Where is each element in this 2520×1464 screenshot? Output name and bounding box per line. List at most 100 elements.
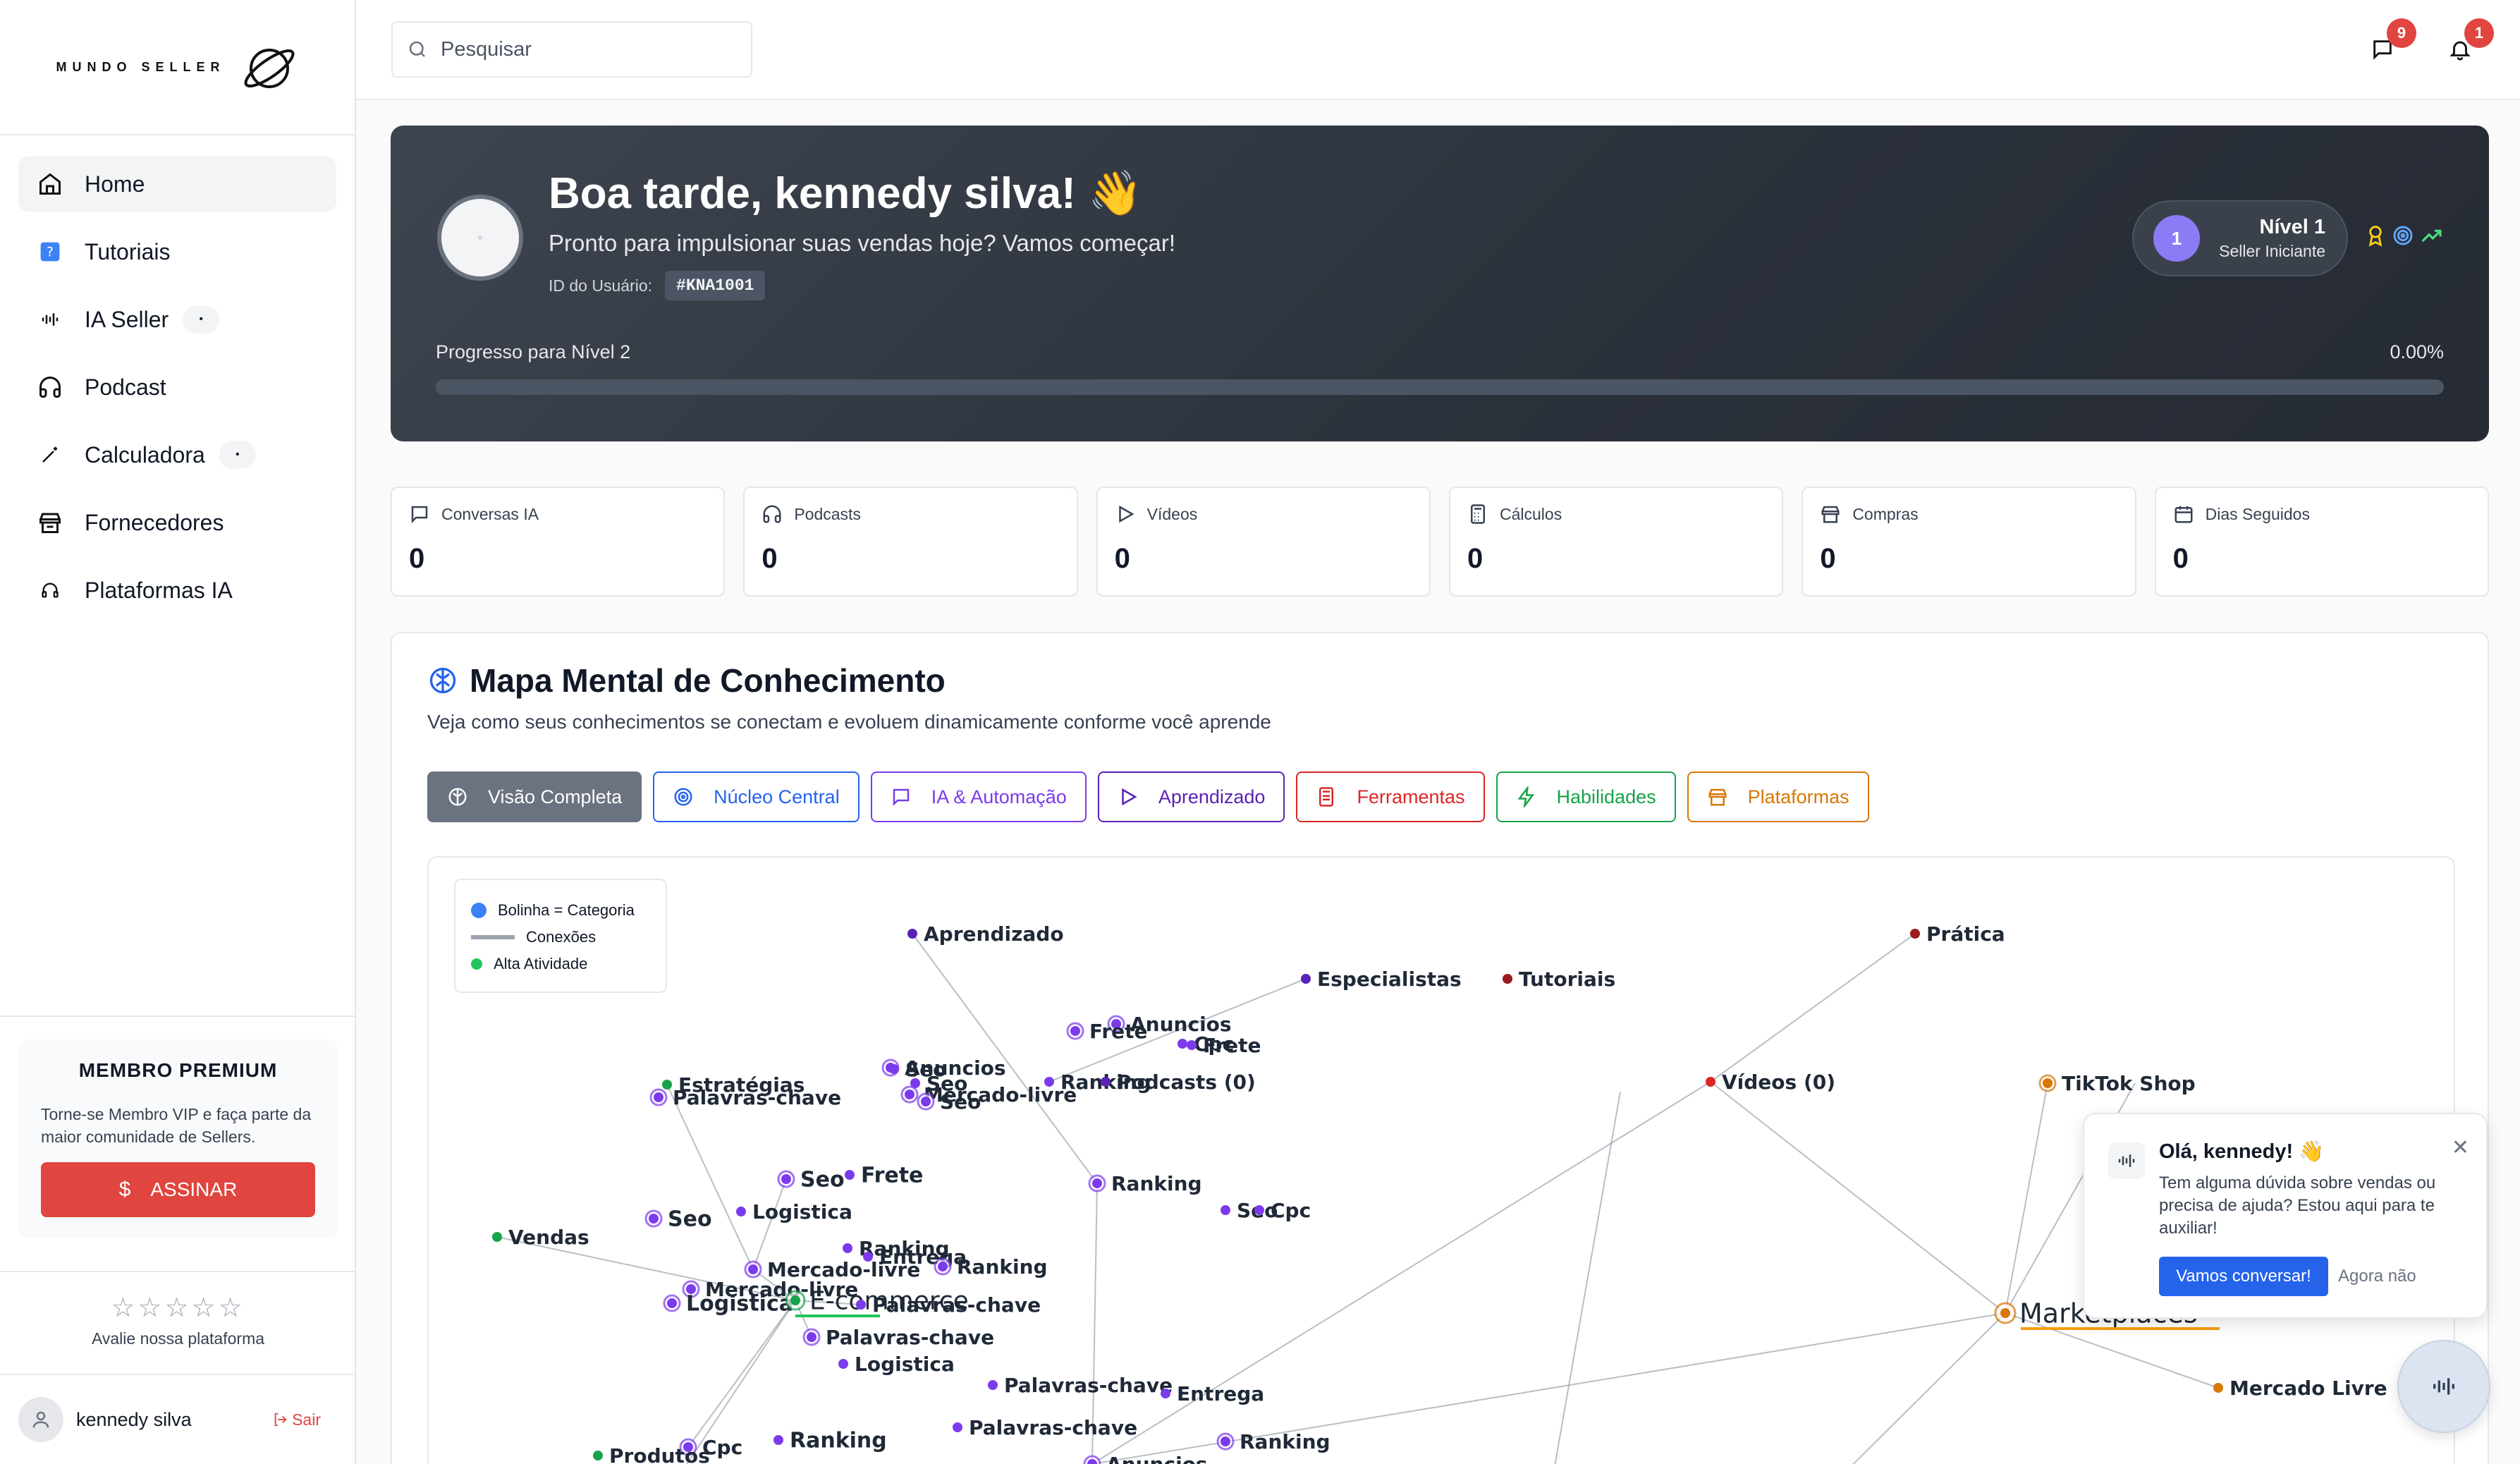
- graph-node[interactable]: Palavras-chave: [988, 1374, 1173, 1397]
- graph-node[interactable]: Seo: [889, 1058, 946, 1081]
- graph-node[interactable]: Frete: [1066, 1020, 1148, 1043]
- headset-icon: [35, 575, 65, 605]
- stat-card-podcasts[interactable]: Podcasts 0: [743, 487, 1078, 597]
- messages-button[interactable]: 9: [2366, 18, 2416, 66]
- graph-node[interactable]: Logistica: [663, 1292, 793, 1317]
- graph-node[interactable]: Anuncios: [1107, 1013, 1232, 1036]
- close-icon[interactable]: ✕: [2451, 1136, 2469, 1159]
- graph-node[interactable]: Ranking: [843, 1237, 950, 1260]
- node-label: Ranking: [790, 1429, 887, 1453]
- filter-habilidades[interactable]: Habilidades: [1496, 771, 1676, 822]
- sidebar-item-fornecedores[interactable]: Fornecedores: [18, 495, 336, 550]
- graph-node[interactable]: Cpc: [1254, 1199, 1311, 1222]
- sidebar-item-plataformas-ia[interactable]: Plataformas IA: [18, 563, 336, 618]
- node-label: Podcasts (0): [1117, 1070, 1256, 1094]
- graph-node[interactable]: Entrega: [1161, 1382, 1264, 1405]
- graph-node[interactable]: Produtos: [593, 1444, 710, 1464]
- graph-node[interactable]: Mercado Livre: [2213, 1377, 2387, 1400]
- node-label: Logistica: [686, 1292, 793, 1317]
- graph-node[interactable]: Palavras-chave: [953, 1416, 1137, 1439]
- graph-node[interactable]: Mercado-livre: [900, 1083, 1077, 1106]
- node-label: E-commerce: [809, 1287, 969, 1316]
- hero-avatar[interactable]: [437, 195, 523, 281]
- graph-node[interactable]: Palavras-chave: [802, 1326, 994, 1349]
- graph-node[interactable]: Mercado-livre: [682, 1278, 858, 1301]
- notifications-button[interactable]: 1: [2443, 18, 2494, 66]
- graph-node[interactable]: Ranking: [773, 1429, 887, 1453]
- stat-card-videos[interactable]: Vídeos 0: [1096, 487, 1431, 597]
- graph-node[interactable]: Entrega: [863, 1245, 967, 1269]
- filter-nucleo-central[interactable]: Núcleo Central: [653, 771, 860, 822]
- stat-value: 0: [409, 543, 425, 574]
- sidebar-item-tutoriais[interactable]: ? Tutoriais: [18, 224, 336, 279]
- dismiss-link[interactable]: Agora não: [2338, 1267, 2416, 1286]
- graph-node[interactable]: Ranking: [934, 1255, 1048, 1279]
- graph-node[interactable]: Aprendizado: [907, 922, 1064, 946]
- search-input[interactable]: [441, 37, 723, 61]
- graph-node[interactable]: Frete: [1187, 1034, 1261, 1057]
- waveform-icon: [2118, 1154, 2135, 1167]
- sidebar-item-podcast[interactable]: Podcast: [18, 360, 336, 415]
- filter-ia-automacao[interactable]: IA & Automação: [870, 771, 1087, 822]
- graph-node[interactable]: Seo: [910, 1072, 967, 1095]
- filter-label: IA & Automação: [931, 786, 1067, 807]
- filter-aprendizado[interactable]: Aprendizado: [1097, 771, 1285, 822]
- graph-node[interactable]: Seo: [917, 1090, 981, 1114]
- user-icon: [32, 1411, 49, 1428]
- graph-node[interactable]: Cpc: [1178, 1032, 1234, 1056]
- graph-node[interactable]: Especialistas: [1301, 968, 1462, 991]
- graph-node[interactable]: Ranking: [1216, 1430, 1331, 1453]
- node-dot: [910, 1078, 920, 1088]
- graph-node[interactable]: Podcasts (0): [1101, 1070, 1256, 1094]
- graph-node[interactable]: Logistica: [838, 1353, 955, 1376]
- user-id-label: ID do Usuário:: [549, 276, 653, 295]
- graph-node[interactable]: Vídeos (0): [1706, 1070, 1835, 1094]
- sidebar-item-calculadora[interactable]: Calculadora •: [18, 427, 336, 482]
- mind-map-canvas[interactable]: Aprendizado Especialistas Tutoriais Prática…: [429, 858, 2455, 1464]
- avatar[interactable]: [18, 1397, 63, 1442]
- sidebar-item-label: Home: [85, 171, 145, 197]
- graph-node[interactable]: TikTok Shop: [2038, 1072, 2196, 1095]
- stat-card-conversas[interactable]: Conversas IA 0: [391, 487, 726, 597]
- filter-plataformas[interactable]: Plataformas: [1687, 771, 1869, 822]
- mind-map-filters: Visão Completa Núcleo Central IA & Autom…: [427, 771, 1869, 822]
- target-icon: [2393, 226, 2413, 245]
- rating-stars[interactable]: ☆☆☆☆☆: [111, 1293, 245, 1323]
- stat-card-compras[interactable]: Compras 0: [1802, 487, 2136, 597]
- graph-node[interactable]: Vendas: [492, 1226, 589, 1249]
- node-dot: [907, 929, 917, 939]
- assistant-fab[interactable]: [2397, 1340, 2490, 1433]
- graph-node[interactable]: Seo: [644, 1207, 712, 1232]
- stat-card-dias-seguidos[interactable]: Dias Seguidos 0: [2154, 487, 2489, 597]
- graph-node[interactable]: Mercado-livre: [744, 1258, 920, 1281]
- sidebar-item-label: Calculadora: [85, 441, 205, 468]
- start-chat-button[interactable]: Vamos conversar!: [2159, 1257, 2328, 1296]
- graph-node[interactable]: E-commerce: [785, 1287, 969, 1316]
- filter-visao-completa[interactable]: Visão Completa: [427, 771, 642, 822]
- filter-ferramentas[interactable]: Ferramentas: [1296, 771, 1485, 822]
- logo[interactable]: MUNDO SELLER: [0, 0, 355, 135]
- graph-node[interactable]: Seo: [1221, 1199, 1278, 1222]
- subscribe-button[interactable]: $ ASSINAR: [41, 1162, 315, 1217]
- sidebar-item-ia-seller[interactable]: IA Seller •: [18, 292, 336, 347]
- graph-node[interactable]: Frete: [845, 1164, 923, 1188]
- graph-node[interactable]: Cpc: [679, 1436, 742, 1459]
- graph-node[interactable]: Palavras-chave: [649, 1086, 841, 1109]
- graph-node[interactable]: Estratégias: [662, 1073, 805, 1097]
- logout-button[interactable]: Sair: [272, 1410, 321, 1429]
- graph-node[interactable]: Palavras-chave: [856, 1293, 1041, 1317]
- node-label: Mercado Livre: [2230, 1377, 2387, 1400]
- graph-node[interactable]: Tutoriais: [1503, 968, 1615, 991]
- graph-node[interactable]: Prática: [1910, 922, 2005, 946]
- mind-map-graph[interactable]: Aprendizado Especialistas Tutoriais Prática…: [427, 856, 2455, 1464]
- graph-node[interactable]: Anuncios: [881, 1056, 1006, 1080]
- search-box[interactable]: [391, 21, 752, 78]
- graph-node[interactable]: Logistica: [736, 1200, 852, 1224]
- sidebar-item-home[interactable]: Home: [18, 157, 336, 212]
- graph-node[interactable]: Seo: [777, 1168, 845, 1192]
- graph-node[interactable]: Ranking: [1088, 1172, 1202, 1195]
- graph-node[interactable]: Anuncios: [1083, 1453, 1208, 1464]
- node-dot: [1092, 1178, 1102, 1188]
- stat-card-calculos[interactable]: Cálculos 0: [1448, 487, 1784, 597]
- node-label: Seo: [926, 1072, 967, 1095]
